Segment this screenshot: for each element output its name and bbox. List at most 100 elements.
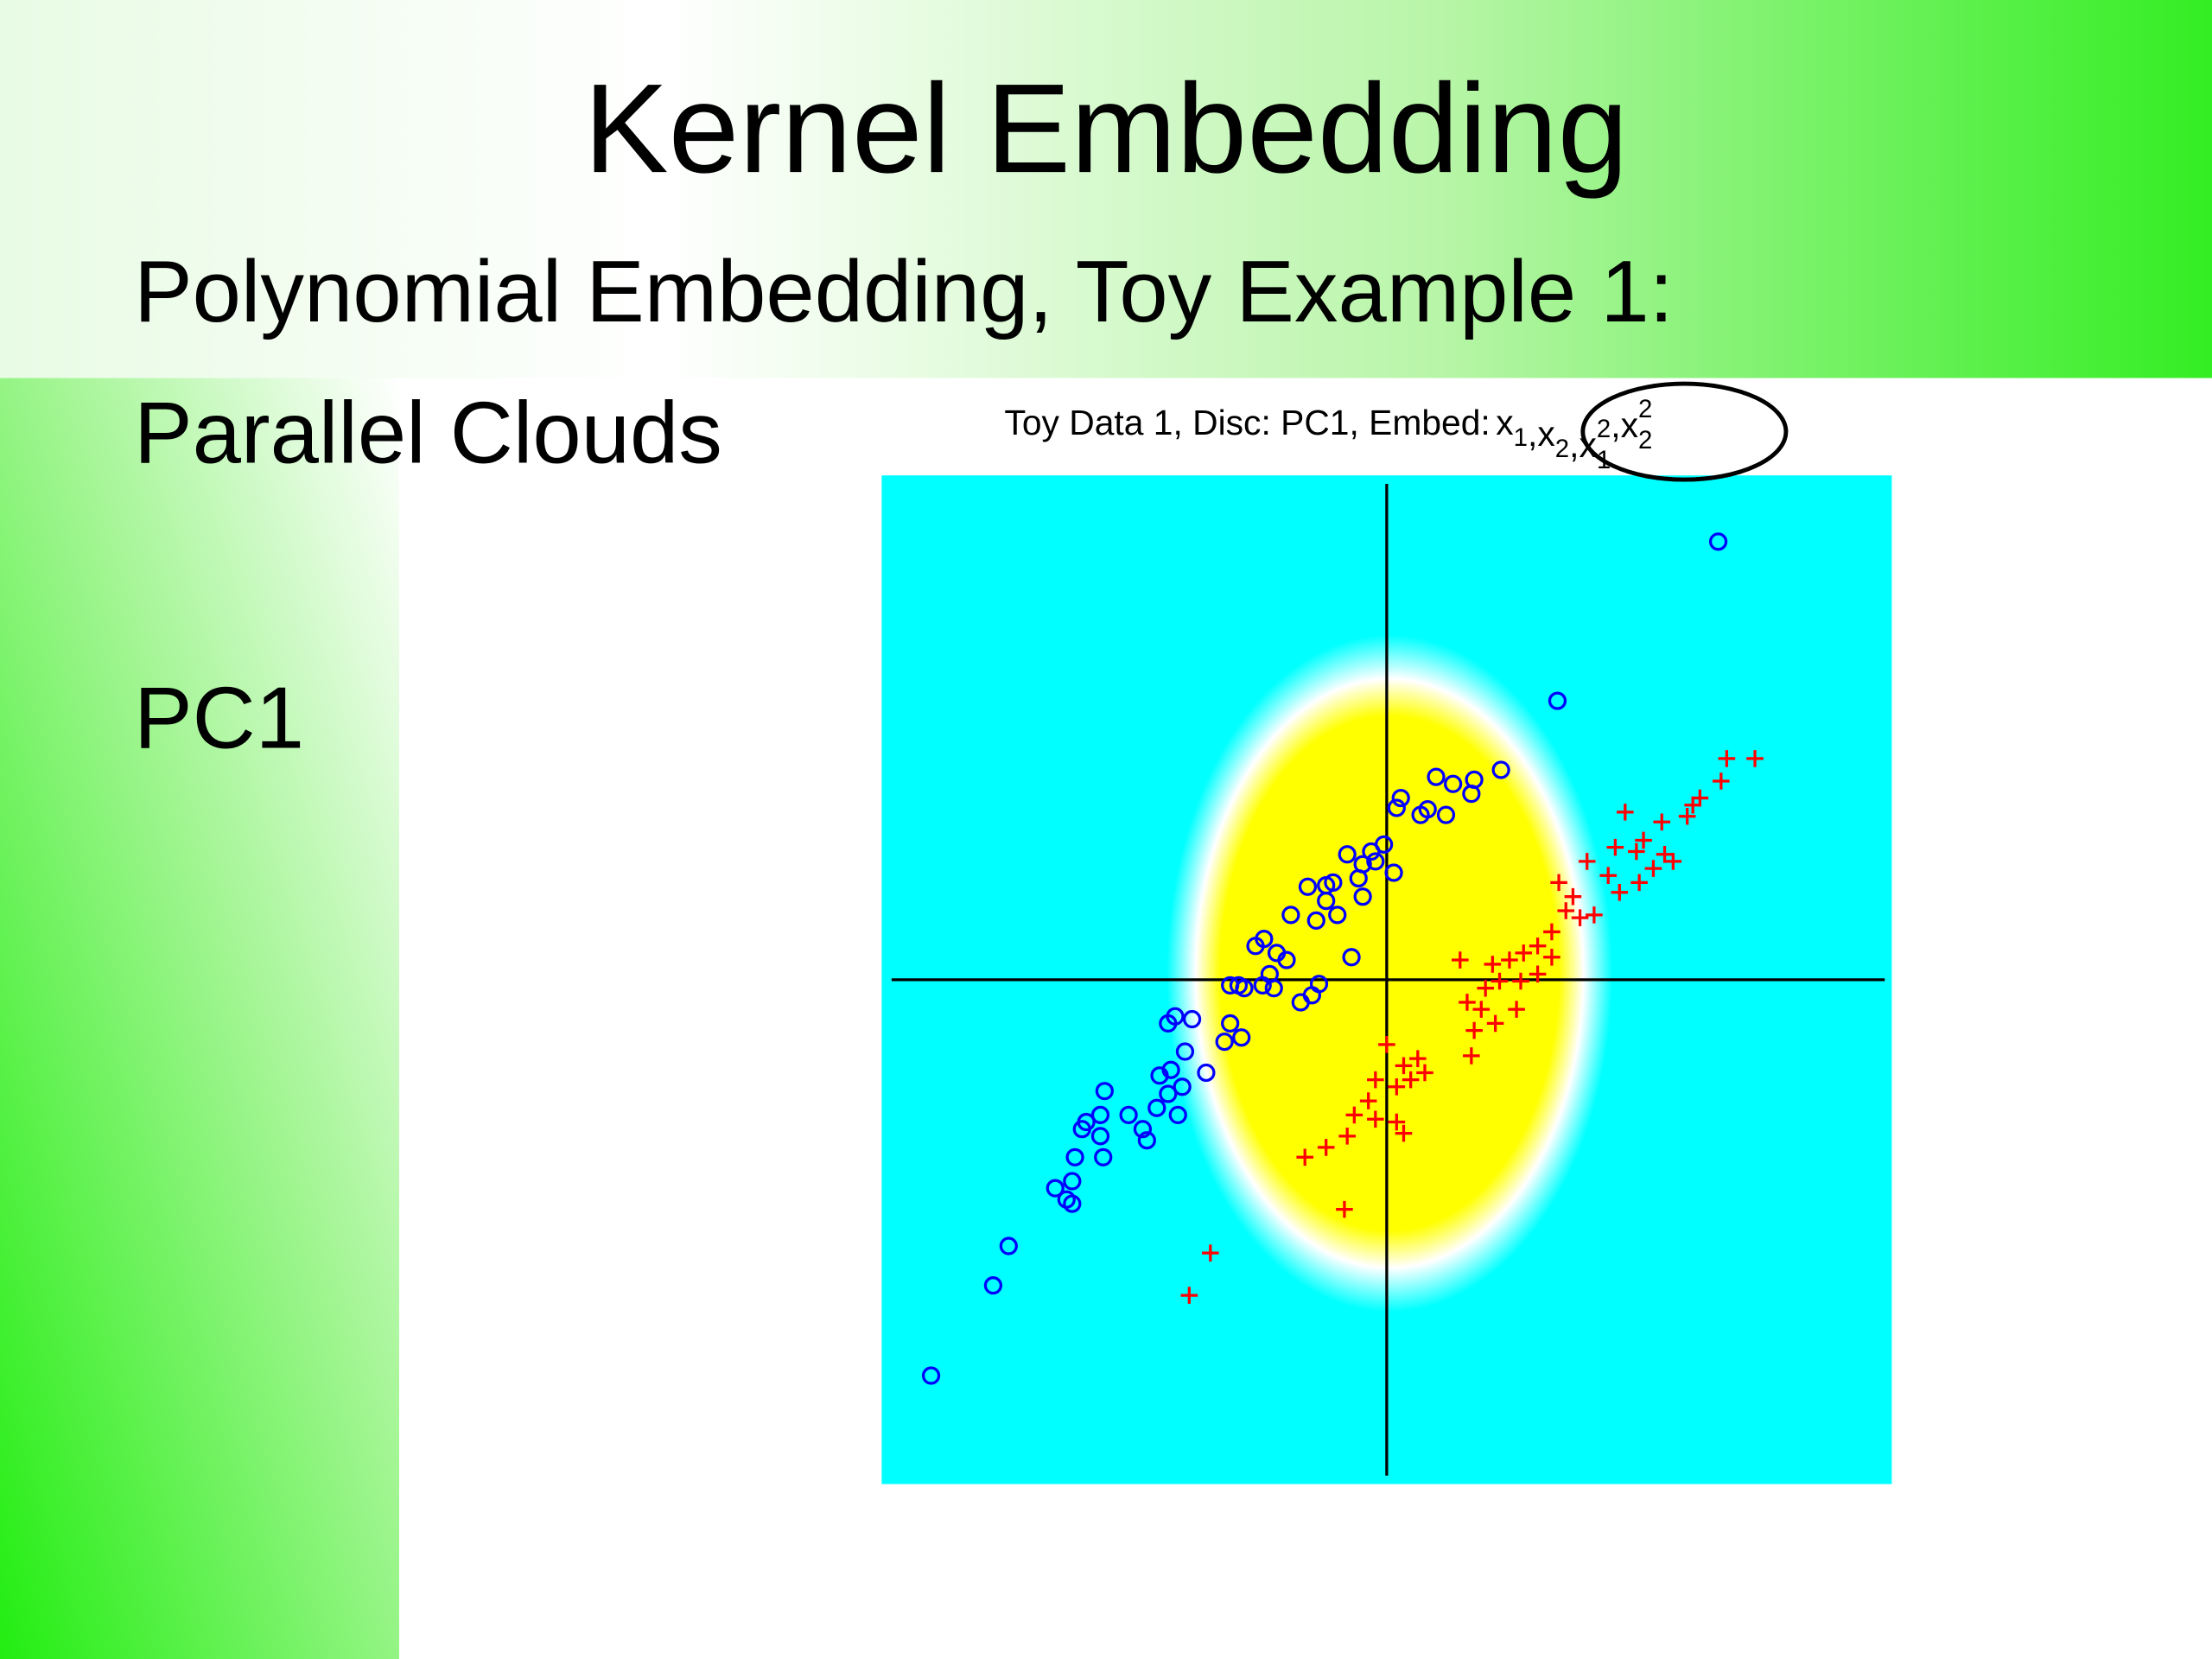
point: [1338, 1128, 1356, 1145]
separator: ,: [1611, 405, 1620, 445]
point: [1095, 1082, 1114, 1101]
point: [1215, 1033, 1234, 1052]
point: [1119, 1105, 1138, 1125]
point: [1366, 852, 1385, 871]
point: [1606, 838, 1624, 856]
point: [1713, 772, 1730, 790]
highlight-oval: [1580, 381, 1789, 482]
point: [1557, 902, 1575, 919]
point: [1072, 1120, 1091, 1139]
point: [1264, 979, 1283, 998]
point: [1065, 1147, 1084, 1166]
point: [1150, 1066, 1169, 1085]
point: [1298, 877, 1318, 896]
point: [1465, 1021, 1483, 1039]
point: [1630, 874, 1648, 892]
point: [1349, 868, 1368, 888]
point: [983, 1276, 1003, 1295]
point: [1202, 1244, 1219, 1262]
point: [1395, 1124, 1413, 1142]
point: [1635, 831, 1652, 849]
point: [1175, 1042, 1195, 1061]
point: [1564, 887, 1582, 906]
term-sub: 2: [1638, 426, 1652, 454]
point: [1644, 860, 1662, 877]
point: [1718, 750, 1736, 767]
point: [1501, 951, 1518, 969]
point: [1159, 1014, 1178, 1033]
separator: ,: [1528, 414, 1537, 454]
point: [1342, 948, 1361, 967]
point: [1328, 906, 1347, 925]
point: [1388, 1113, 1406, 1131]
point: [1508, 1001, 1525, 1018]
point: [1182, 1009, 1202, 1029]
point: [1391, 788, 1410, 808]
point: [1543, 948, 1560, 966]
point: [1491, 760, 1510, 779]
point: [1306, 911, 1325, 931]
point: [1345, 1106, 1363, 1124]
point: [1277, 950, 1296, 969]
plot-title: Toy Data 1, Disc: PC1, Embed: x1,x2,x12,x…: [1004, 395, 1652, 474]
point: [1462, 785, 1481, 804]
point: [1484, 956, 1502, 973]
point: [1137, 1131, 1156, 1150]
point: [1409, 1050, 1427, 1067]
term-base: x: [1496, 403, 1513, 442]
point: [1418, 799, 1437, 819]
point: [1235, 979, 1254, 998]
point: [1611, 883, 1629, 901]
point: [1159, 1084, 1178, 1103]
point: [1529, 937, 1547, 955]
point: [1548, 691, 1567, 710]
density-region: [1166, 634, 1613, 1313]
point: [1599, 867, 1618, 885]
point: [1367, 1110, 1384, 1128]
point: [1173, 1077, 1192, 1096]
point: [999, 1236, 1018, 1255]
left-band: [0, 378, 400, 1659]
slide-line: Polynomial Embedding, Toy Example 1:: [134, 243, 1674, 340]
point: [1232, 1028, 1251, 1047]
point: [1444, 774, 1463, 793]
point: [1543, 923, 1560, 941]
point: [1221, 1014, 1240, 1033]
point: [1281, 906, 1300, 925]
slide-title: Kernel Embedding: [584, 58, 1629, 200]
point: [1416, 1064, 1433, 1082]
point: [1459, 994, 1476, 1011]
slide-line: Parallel Clouds: [134, 385, 722, 482]
point: [1653, 813, 1671, 831]
point: [1353, 887, 1372, 906]
top-band: [0, 0, 2212, 378]
point: [1253, 976, 1272, 995]
point: [1094, 1147, 1113, 1166]
point: [1388, 1077, 1406, 1096]
point: [1317, 891, 1336, 911]
point: [1384, 863, 1403, 882]
point: [1477, 979, 1494, 997]
point: [1486, 1014, 1504, 1033]
point: [1746, 750, 1764, 767]
point: [1512, 972, 1529, 990]
point: [1168, 1105, 1187, 1125]
point: [1427, 767, 1446, 786]
point: [1550, 874, 1567, 892]
point: [1197, 1063, 1216, 1083]
term-sub: 2: [1555, 435, 1569, 463]
point: [1367, 1071, 1384, 1089]
term-sup: 2: [1597, 415, 1611, 443]
point: [921, 1366, 941, 1385]
point: [1678, 807, 1696, 825]
term-base: x: [1537, 414, 1554, 454]
point: [1338, 845, 1357, 864]
point: [1571, 909, 1589, 926]
point: [1472, 1001, 1491, 1018]
point: [1387, 798, 1406, 817]
point: [1452, 951, 1469, 969]
slide-line: PC1: [134, 669, 304, 766]
point: [1180, 1287, 1198, 1304]
